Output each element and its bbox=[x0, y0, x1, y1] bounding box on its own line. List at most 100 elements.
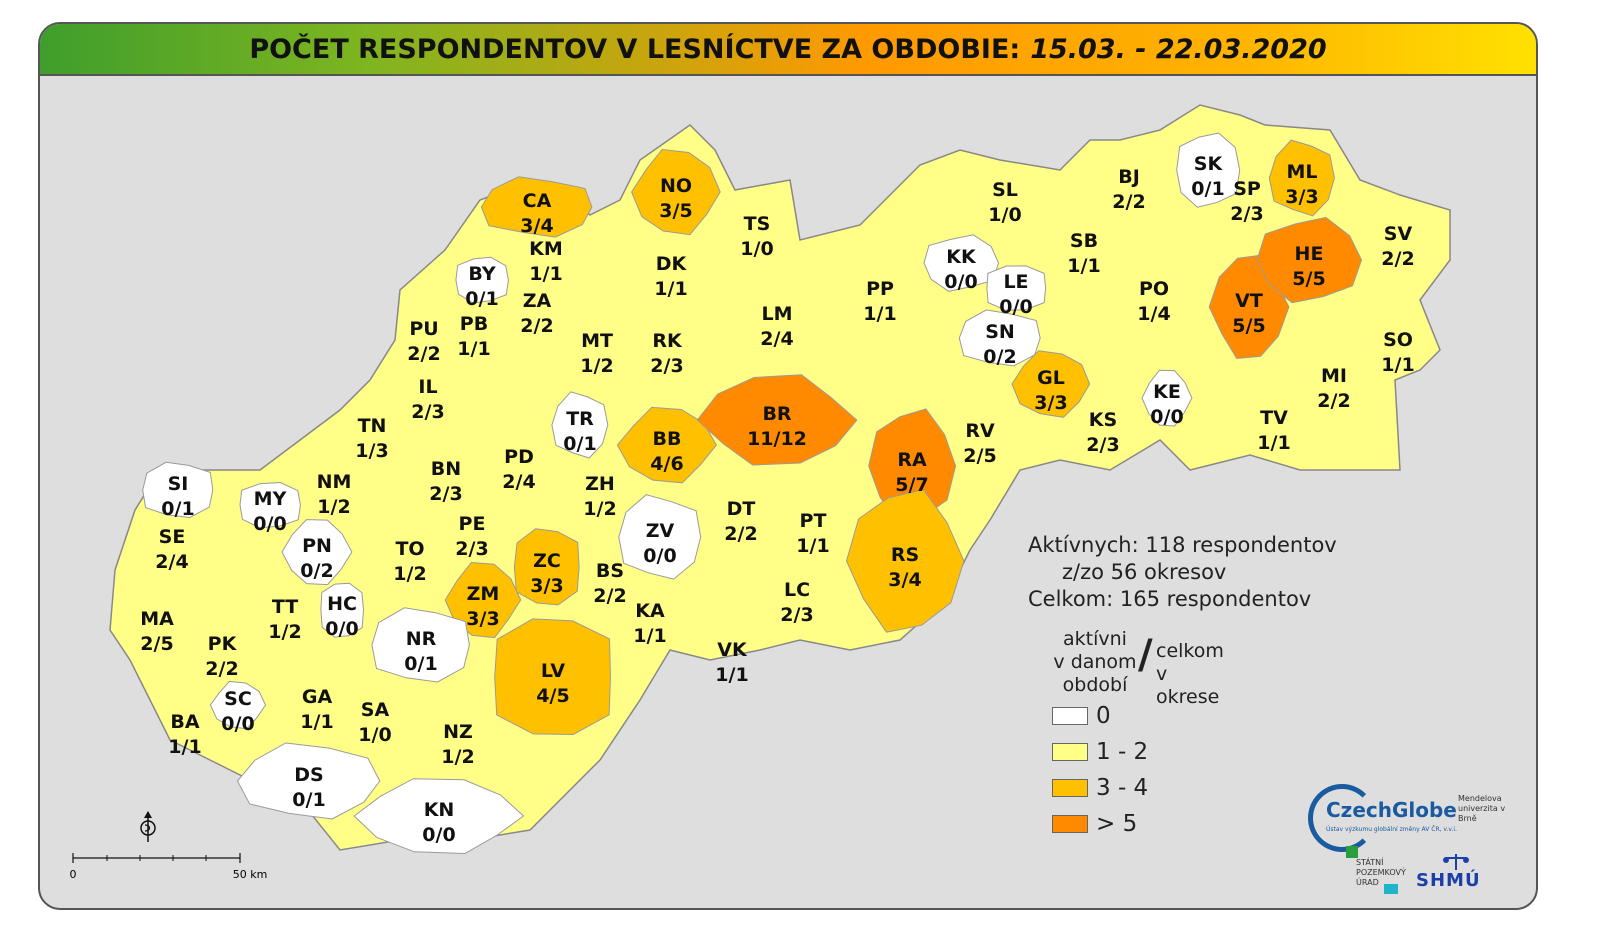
district-code-zh: ZH bbox=[585, 473, 615, 495]
district-code-ca: CA bbox=[523, 190, 552, 212]
district-value-pb: 1/1 bbox=[457, 338, 490, 360]
title-bar: POČET RESPONDENTOV V LESNÍCTVE ZA OBDOBI… bbox=[40, 24, 1536, 76]
district-code-tr: TR bbox=[566, 408, 594, 430]
district-area-my bbox=[239, 481, 301, 529]
district-code-vt: VT bbox=[1235, 290, 1263, 312]
legend-left-label: aktívni v danom období bbox=[1040, 628, 1150, 697]
legend-item-0: 0 bbox=[1052, 703, 1111, 729]
district-code-dt: DT bbox=[727, 498, 756, 520]
district-code-vk: VK bbox=[717, 639, 748, 661]
district-code-zc: ZC bbox=[533, 550, 561, 572]
district-value-se: 2/4 bbox=[155, 551, 188, 573]
district-value-ml: 3/3 bbox=[1285, 186, 1318, 208]
district-code-il: IL bbox=[418, 376, 437, 398]
district-value-ka: 1/1 bbox=[633, 625, 666, 647]
district-code-sp: SP bbox=[1233, 178, 1261, 200]
district-value-dt: 2/2 bbox=[724, 523, 757, 545]
district-code-pn: PN bbox=[302, 535, 332, 557]
district-value-le: 0/0 bbox=[999, 296, 1032, 318]
stats-districts: z/zo 56 okresov bbox=[1062, 560, 1227, 584]
district-value-kk: 0/0 bbox=[944, 271, 977, 293]
district-code-bn: BN bbox=[431, 458, 461, 480]
district-value-ds: 0/1 bbox=[292, 789, 325, 811]
district-code-ds: DS bbox=[294, 764, 323, 786]
shmu-logo: SHMÚ bbox=[1416, 852, 1502, 892]
district-code-sl: SL bbox=[992, 179, 1018, 201]
district-value-mi: 2/2 bbox=[1317, 390, 1350, 412]
district-code-ks: KS bbox=[1089, 409, 1117, 431]
district-value-no: 3/5 bbox=[659, 200, 692, 222]
shmu-text: SHMÚ bbox=[1416, 870, 1481, 891]
district-area-lv bbox=[494, 618, 612, 736]
district-value-ga: 1/1 bbox=[300, 711, 333, 733]
district-value-rv: 2/5 bbox=[963, 445, 996, 467]
legend-item-2: 3 - 4 bbox=[1052, 775, 1148, 801]
district-value-ba: 1/1 bbox=[168, 736, 201, 758]
district-value-lv: 4/5 bbox=[536, 685, 569, 707]
district-code-br: BR bbox=[762, 403, 791, 425]
czechglobe-name: CzechGlobe bbox=[1326, 798, 1457, 822]
district-value-pk: 2/2 bbox=[205, 658, 238, 680]
district-code-ts: TS bbox=[744, 213, 771, 235]
legend-right-line1: celkom bbox=[1156, 640, 1224, 662]
district-code-rk: RK bbox=[652, 330, 683, 352]
czechglobe-ring-icon bbox=[1308, 784, 1376, 852]
district-value-dk: 1/1 bbox=[654, 278, 687, 300]
district-value-hc: 0/0 bbox=[325, 618, 358, 640]
district-code-mi: MI bbox=[1321, 365, 1347, 387]
district-area-no bbox=[631, 148, 721, 236]
district-value-lm: 2/4 bbox=[760, 328, 793, 350]
district-value-pt: 1/1 bbox=[796, 535, 829, 557]
district-value-pu: 2/2 bbox=[407, 343, 440, 365]
district-code-sa: SA bbox=[361, 699, 390, 721]
district-area-sk bbox=[1176, 132, 1241, 208]
district-code-hc: HC bbox=[327, 593, 357, 615]
district-value-za: 2/2 bbox=[520, 315, 553, 337]
district-code-lv: LV bbox=[541, 660, 565, 682]
district-value-nm: 1/2 bbox=[317, 496, 350, 518]
district-code-kk: KK bbox=[946, 246, 977, 268]
district-value-sv: 2/2 bbox=[1381, 248, 1414, 270]
district-code-bb: BB bbox=[653, 428, 682, 450]
district-area-ke bbox=[1141, 369, 1193, 427]
district-value-kn: 0/0 bbox=[422, 824, 455, 846]
legend-item-3: > 5 bbox=[1052, 811, 1137, 837]
district-value-tr: 0/1 bbox=[563, 433, 596, 455]
district-area-si bbox=[142, 461, 214, 519]
district-code-lc: LC bbox=[784, 579, 810, 601]
district-code-dk: DK bbox=[656, 253, 688, 275]
district-code-lm: LM bbox=[761, 303, 792, 325]
district-value-br: 11/12 bbox=[747, 428, 807, 450]
district-value-zv: 0/0 bbox=[643, 545, 676, 567]
district-value-sp: 2/3 bbox=[1230, 203, 1263, 225]
district-code-ka: KA bbox=[635, 600, 665, 622]
district-area-nr bbox=[371, 607, 470, 683]
district-code-le: LE bbox=[1003, 271, 1028, 293]
district-area-tr bbox=[551, 391, 609, 459]
district-area-le bbox=[986, 265, 1047, 311]
district-area-kk bbox=[923, 234, 1000, 292]
spu-line3: ÚRAD bbox=[1356, 878, 1379, 887]
district-area-ds bbox=[236, 742, 381, 820]
district-value-nz: 1/2 bbox=[441, 746, 474, 768]
district-code-so: SO bbox=[1383, 329, 1413, 351]
legend-swatch-3 bbox=[1052, 815, 1088, 833]
district-code-pu: PU bbox=[409, 318, 438, 340]
district-value-ts: 1/0 bbox=[740, 238, 773, 260]
district-value-bn: 2/3 bbox=[429, 483, 462, 505]
district-value-gl: 3/3 bbox=[1034, 392, 1067, 414]
district-value-ma: 2/5 bbox=[140, 633, 173, 655]
legend-label-1: 1 - 2 bbox=[1096, 739, 1149, 765]
district-code-zm: ZM bbox=[467, 583, 500, 605]
district-area-sc bbox=[209, 680, 267, 730]
district-code-rs: RS bbox=[891, 544, 919, 566]
district-value-my: 0/0 bbox=[253, 513, 286, 535]
district-value-sk: 0/1 bbox=[1191, 178, 1224, 200]
district-code-by: BY bbox=[468, 263, 495, 285]
district-area-hc bbox=[320, 582, 365, 638]
district-code-ba: BA bbox=[170, 711, 199, 733]
district-area-pn bbox=[281, 519, 353, 586]
district-area-ml bbox=[1268, 139, 1335, 217]
legend-left-line3: období bbox=[1062, 674, 1128, 696]
